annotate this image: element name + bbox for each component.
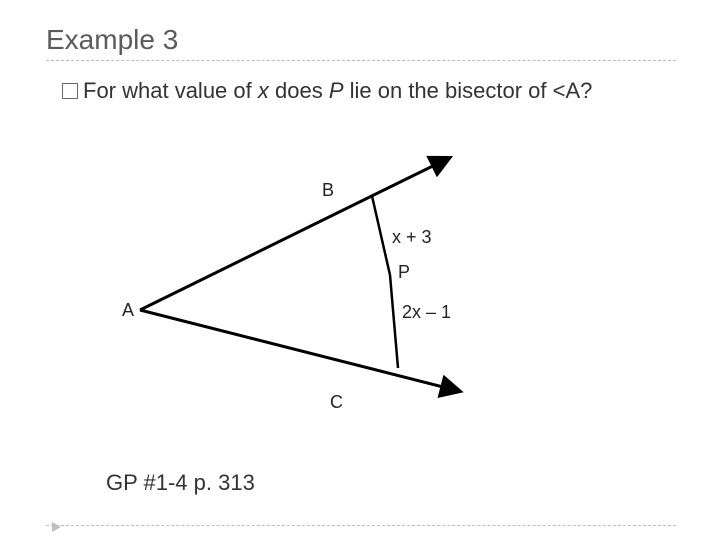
question-text: For what value of x does P lie on the bi… — [62, 78, 592, 104]
q-prefix: For what value of — [83, 78, 258, 103]
q-mid: does — [269, 78, 329, 103]
angle-diagram: A B C P x + 3 2x – 1 — [110, 150, 510, 410]
segment-p-to-ab — [372, 196, 390, 275]
q-var1: x — [258, 78, 269, 103]
diagram-svg — [110, 150, 510, 410]
q-suffix: lie on the bisector of <A? — [344, 78, 593, 103]
bullet-box-icon — [62, 83, 78, 99]
footer-arrow-icon — [52, 522, 61, 532]
segment-p-to-ac — [390, 275, 398, 368]
label-c: C — [330, 392, 343, 413]
footer-underline — [46, 525, 676, 526]
footer-note: GP #1-4 p. 313 — [106, 470, 255, 496]
title-underline — [46, 60, 676, 61]
label-expr-top: x + 3 — [392, 227, 432, 248]
q-var2: P — [329, 78, 344, 103]
label-b: B — [322, 180, 334, 201]
label-a: A — [122, 300, 134, 321]
label-expr-bottom: 2x – 1 — [402, 302, 451, 323]
slide-title: Example 3 — [46, 24, 178, 56]
label-p: P — [398, 262, 410, 283]
